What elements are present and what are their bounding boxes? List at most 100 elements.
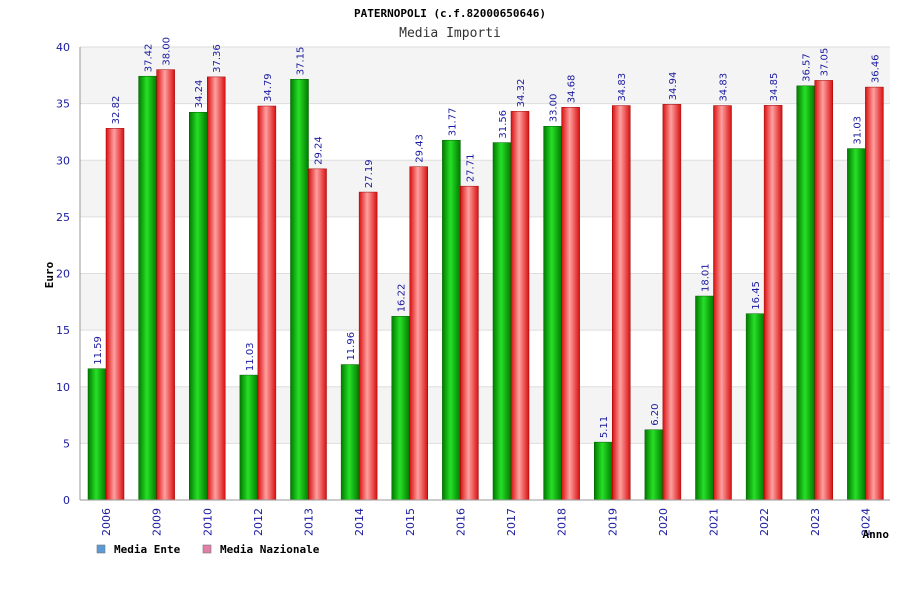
bar-media-ente-2023 [796,85,815,501]
x-tick-label: 2014 [353,508,366,536]
value-label: 37.15 [296,47,307,76]
x-tick-label: 2023 [809,508,822,536]
bar-media-ente-2013 [290,79,309,501]
bar-media-nazionale-2021 [713,105,732,501]
bar-media-ente-2006 [87,368,107,501]
bar-media-ente-2010 [189,111,208,501]
x-axis-ticks: 2006 2009 2010 2012 2013 2014 2015 2016 2017 2018… [100,508,872,536]
bar-media-nazionale-2010 [207,76,226,501]
x-tick-label: 2018 [556,508,569,536]
value-label: 36.57 [802,53,813,82]
bar-media-ente-2020 [644,429,664,501]
x-tick-label: 2015 [404,508,417,536]
bar-media-ente-2019 [594,441,613,501]
bar-media-ente-2022 [745,313,765,501]
value-label: 37.42 [144,44,155,73]
bar-media-ente-2009 [138,75,157,501]
value-label: 16.45 [751,281,762,310]
value-label: 29.24 [314,136,325,165]
value-label: 34.83 [617,73,628,102]
value-label: 18.01 [701,263,712,292]
bar-media-nazionale-2016 [460,185,479,501]
value-label: 16.22 [397,284,408,313]
y-tick-label: 0 [63,494,70,507]
value-label: 34.24 [194,80,205,109]
y-tick-label: 5 [63,437,70,450]
value-label: 34.94 [668,72,679,101]
chart-subtitle: Media Importi [399,26,501,41]
y-tick-label: 15 [56,324,70,337]
legend-swatch-ente [96,544,106,554]
y-tick-label: 10 [56,381,70,394]
value-label: 34.85 [769,73,780,102]
value-label: 29.43 [415,134,426,163]
value-label: 34.83 [719,73,730,102]
value-label: 5.11 [599,416,610,438]
bar-media-nazionale-2014 [358,191,378,501]
bar-media-ente-2012 [239,374,259,501]
value-label: 34.79 [263,73,274,102]
value-label: 32.82 [111,96,122,125]
bar-media-ente-2021 [695,295,714,501]
x-tick-label: 2013 [303,508,316,536]
bar-media-nazionale-2019 [612,105,631,501]
bar-media-nazionale-2006 [105,128,125,501]
bar-media-nazionale-2024 [865,86,884,501]
y-tick-label: 20 [56,268,70,281]
bar-media-nazionale-2015 [409,166,428,501]
value-label: 38.00 [162,37,173,66]
x-tick-label: 2012 [252,508,265,536]
value-label: 37.05 [820,48,831,77]
x-tick-label: 2021 [708,508,721,536]
data-labels: 11.59 32.82 37.42 38.00 34.24 37.36 11.03 34.79… [93,37,881,438]
x-tick-label: 2017 [505,508,518,536]
value-label: 37.36 [212,44,223,73]
value-label: 11.96 [346,332,357,361]
x-axis-label: Anno [863,528,890,541]
value-label: 11.03 [245,342,256,371]
bar-media-ente-2014 [340,364,360,501]
bar-media-ente-2024 [847,148,866,501]
value-label: 36.46 [870,54,881,83]
value-label: 34.32 [516,79,527,108]
value-label: 34.68 [567,75,578,104]
chart-title: PATERNOPOLI (c.f.82000650646) [354,7,546,20]
y-tick-label: 35 [56,98,70,111]
x-tick-label: 2010 [201,508,214,536]
bar-media-nazionale-2018 [561,106,580,501]
y-axis-ticks: 0 5 10 15 20 25 30 35 40 [56,41,70,507]
bar-media-nazionale-2020 [662,104,682,501]
bar-media-nazionale-2017 [510,111,530,501]
bar-media-nazionale-2023 [814,80,833,501]
value-label: 31.56 [498,110,509,139]
value-label: 6.20 [650,404,661,426]
value-label: 11.59 [93,336,104,365]
y-tick-label: 30 [56,154,70,167]
y-tick-label: 40 [56,41,70,54]
bar-media-nazionale-2013 [308,168,327,501]
x-tick-label: 2022 [758,508,771,536]
bar-media-ente-2018 [543,126,562,501]
value-label: 27.19 [364,159,375,188]
legend-label-nazionale: Media Nazionale [220,543,320,556]
x-tick-label: 2024 [859,508,872,536]
value-label: 31.77 [447,108,458,137]
bar-media-nazionale-2009 [156,69,175,501]
bars [87,69,884,501]
x-tick-label: 2009 [151,508,164,536]
bar-media-nazionale-2012 [257,105,277,501]
bar-media-ente-2017 [492,142,512,501]
value-label: 33.00 [549,94,560,123]
bar-media-ente-2015 [391,316,410,501]
x-tick-label: 2020 [657,508,670,536]
x-tick-label: 2019 [606,508,619,536]
y-tick-label: 25 [56,211,70,224]
bar-media-nazionale-2022 [763,105,783,501]
legend-swatch-nazionale [202,544,212,554]
y-axis-label: Euro [43,261,56,288]
legend-label-ente: Media Ente [114,543,181,556]
bar-media-ente-2016 [442,139,461,501]
x-tick-label: 2006 [100,508,113,536]
x-tick-label: 2016 [454,508,467,536]
